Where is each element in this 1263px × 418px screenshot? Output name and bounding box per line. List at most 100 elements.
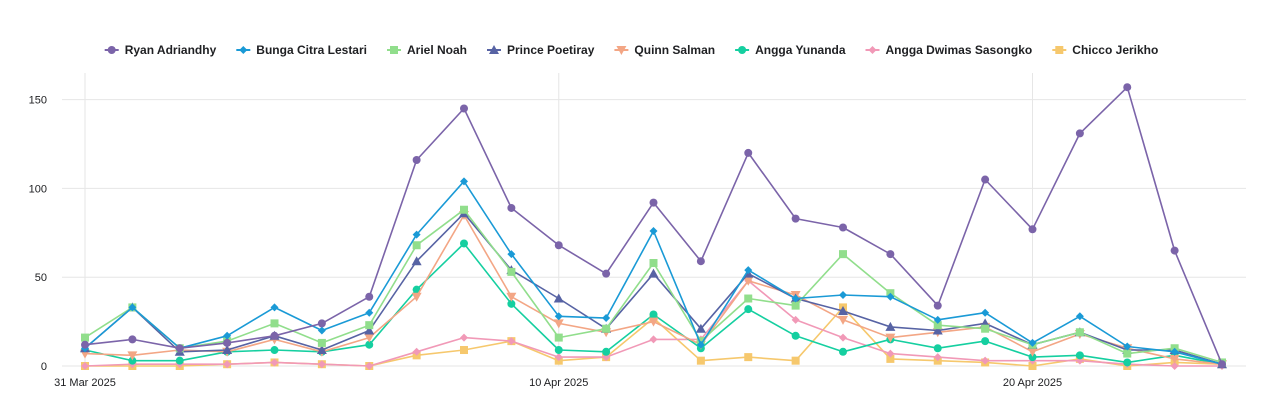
data-point-angga-dwimas-sasongko[interactable] bbox=[412, 347, 421, 356]
legend-item-angga-yunanda[interactable]: Angga Yunanda bbox=[735, 43, 846, 57]
data-point-angga-yunanda[interactable] bbox=[460, 239, 468, 248]
data-point-bunga-citra-lestari[interactable] bbox=[223, 331, 232, 340]
data-point-chicco-jerikho[interactable] bbox=[791, 356, 800, 365]
data-point-ryan-adriandhy[interactable] bbox=[1028, 225, 1037, 234]
data-point-ryan-adriandhy[interactable] bbox=[412, 156, 421, 165]
data-point-ariel-noah[interactable] bbox=[791, 301, 800, 310]
data-point-angga-yunanda[interactable] bbox=[839, 347, 847, 356]
data-point-ariel-noah[interactable] bbox=[839, 250, 847, 259]
data-point-bunga-citra-lestari[interactable] bbox=[649, 227, 658, 236]
data-point-prince-poetiray[interactable] bbox=[838, 305, 848, 315]
data-point-ariel-noah[interactable] bbox=[412, 241, 421, 250]
data-point-quinn-salman[interactable] bbox=[506, 292, 517, 302]
data-point-angga-dwimas-sasongko[interactable] bbox=[554, 353, 563, 362]
data-point-bunga-citra-lestari[interactable] bbox=[317, 326, 326, 335]
data-point-quinn-salman[interactable] bbox=[1169, 354, 1180, 364]
data-point-ryan-adriandhy[interactable] bbox=[1218, 360, 1226, 369]
data-point-ariel-noah[interactable] bbox=[270, 319, 279, 328]
data-point-angga-dwimas-sasongko[interactable] bbox=[460, 333, 468, 342]
data-point-angga-dwimas-sasongko[interactable] bbox=[270, 358, 279, 367]
data-point-bunga-citra-lestari[interactable] bbox=[791, 294, 800, 303]
legend-item-angga-dwimas-sasongko[interactable]: Angga Dwimas Sasongko bbox=[865, 43, 1033, 57]
data-point-prince-poetiray[interactable] bbox=[932, 325, 943, 335]
data-point-ariel-noah[interactable] bbox=[365, 321, 374, 330]
data-point-ariel-noah[interactable] bbox=[554, 333, 563, 342]
data-point-chicco-jerikho[interactable] bbox=[460, 346, 468, 355]
data-point-bunga-citra-lestari[interactable] bbox=[270, 303, 279, 312]
data-point-ariel-noah[interactable] bbox=[1123, 349, 1132, 358]
data-point-angga-dwimas-sasongko[interactable] bbox=[317, 360, 326, 369]
data-point-angga-dwimas-sasongko[interactable] bbox=[1170, 362, 1179, 370]
data-point-ryan-adriandhy[interactable] bbox=[81, 340, 89, 349]
data-point-angga-yunanda[interactable] bbox=[744, 305, 753, 314]
data-point-prince-poetiray[interactable] bbox=[695, 323, 706, 333]
data-point-ryan-adriandhy[interactable] bbox=[1123, 83, 1132, 92]
data-point-bunga-citra-lestari[interactable] bbox=[696, 340, 705, 349]
data-point-bunga-citra-lestari[interactable] bbox=[981, 308, 990, 317]
data-point-ryan-adriandhy[interactable] bbox=[602, 269, 611, 278]
data-point-prince-poetiray[interactable] bbox=[553, 293, 564, 303]
data-point-angga-yunanda[interactable] bbox=[365, 340, 374, 349]
data-point-ryan-adriandhy[interactable] bbox=[460, 104, 468, 113]
data-point-angga-dwimas-sasongko[interactable] bbox=[839, 333, 847, 342]
data-point-bunga-citra-lestari[interactable] bbox=[365, 308, 374, 317]
data-point-angga-yunanda[interactable] bbox=[507, 299, 516, 308]
data-point-chicco-jerikho[interactable] bbox=[1028, 362, 1037, 370]
data-point-ariel-noah[interactable] bbox=[602, 324, 611, 333]
data-point-bunga-citra-lestari[interactable] bbox=[412, 230, 421, 239]
data-point-ryan-adriandhy[interactable] bbox=[1170, 246, 1179, 255]
data-point-angga-yunanda[interactable] bbox=[981, 337, 990, 346]
data-point-angga-dwimas-sasongko[interactable] bbox=[365, 362, 374, 370]
data-point-angga-dwimas-sasongko[interactable] bbox=[649, 335, 658, 344]
data-point-angga-yunanda[interactable] bbox=[270, 346, 279, 355]
data-point-ryan-adriandhy[interactable] bbox=[365, 292, 374, 301]
data-point-angga-yunanda[interactable] bbox=[649, 310, 658, 319]
data-point-ariel-noah[interactable] bbox=[1075, 328, 1084, 337]
data-point-ariel-noah[interactable] bbox=[933, 321, 942, 330]
data-point-prince-poetiray[interactable] bbox=[648, 268, 659, 278]
data-point-bunga-citra-lestari[interactable] bbox=[460, 177, 468, 186]
data-point-ryan-adriandhy[interactable] bbox=[981, 175, 990, 184]
data-point-quinn-salman[interactable] bbox=[1027, 347, 1038, 357]
data-point-angga-dwimas-sasongko[interactable] bbox=[981, 356, 990, 365]
data-point-angga-yunanda[interactable] bbox=[602, 347, 611, 356]
data-point-angga-dwimas-sasongko[interactable] bbox=[933, 353, 942, 362]
data-point-ryan-adriandhy[interactable] bbox=[839, 223, 847, 232]
data-point-bunga-citra-lestari[interactable] bbox=[1075, 312, 1084, 321]
data-point-chicco-jerikho[interactable] bbox=[744, 353, 753, 362]
data-point-bunga-citra-lestari[interactable] bbox=[1170, 347, 1179, 356]
data-point-ariel-noah[interactable] bbox=[81, 333, 89, 342]
data-point-prince-poetiray[interactable] bbox=[411, 256, 422, 266]
data-point-angga-dwimas-sasongko[interactable] bbox=[886, 349, 895, 358]
data-point-bunga-citra-lestari[interactable] bbox=[1123, 342, 1132, 351]
data-point-angga-dwimas-sasongko[interactable] bbox=[223, 360, 232, 369]
data-point-ariel-noah[interactable] bbox=[649, 259, 658, 268]
data-point-bunga-citra-lestari[interactable] bbox=[554, 312, 563, 321]
data-point-ryan-adriandhy[interactable] bbox=[128, 335, 137, 344]
data-point-angga-yunanda[interactable] bbox=[1028, 353, 1037, 362]
legend-item-quinn-salman[interactable]: Quinn Salman bbox=[614, 43, 715, 57]
legend-item-prince-poetiray[interactable]: Prince Poetiray bbox=[487, 43, 595, 57]
data-point-angga-yunanda[interactable] bbox=[791, 331, 800, 340]
data-point-quinn-salman[interactable] bbox=[743, 276, 754, 286]
legend-item-ariel-noah[interactable]: Ariel Noah bbox=[387, 43, 467, 57]
data-point-bunga-citra-lestari[interactable] bbox=[839, 290, 847, 299]
data-point-ryan-adriandhy[interactable] bbox=[649, 198, 658, 207]
data-point-quinn-salman[interactable] bbox=[127, 351, 138, 361]
data-point-ariel-noah[interactable] bbox=[507, 267, 516, 276]
data-point-chicco-jerikho[interactable] bbox=[886, 354, 895, 363]
data-point-quinn-salman[interactable] bbox=[885, 333, 896, 343]
data-point-bunga-citra-lestari[interactable] bbox=[128, 303, 137, 312]
data-point-prince-poetiray[interactable] bbox=[364, 325, 375, 335]
legend-item-ryan-adriandhy[interactable]: Ryan Adriandhy bbox=[104, 43, 217, 57]
data-point-ryan-adriandhy[interactable] bbox=[223, 338, 232, 347]
data-point-quinn-salman[interactable] bbox=[553, 319, 564, 329]
data-point-angga-dwimas-sasongko[interactable] bbox=[81, 362, 89, 370]
data-point-prince-poetiray[interactable] bbox=[885, 321, 896, 331]
data-point-angga-dwimas-sasongko[interactable] bbox=[507, 337, 516, 346]
data-point-ariel-noah[interactable] bbox=[744, 294, 753, 303]
data-point-ryan-adriandhy[interactable] bbox=[1075, 129, 1084, 138]
data-point-ryan-adriandhy[interactable] bbox=[507, 203, 516, 212]
data-point-angga-yunanda[interactable] bbox=[175, 356, 184, 365]
data-point-angga-dwimas-sasongko[interactable] bbox=[791, 315, 800, 324]
